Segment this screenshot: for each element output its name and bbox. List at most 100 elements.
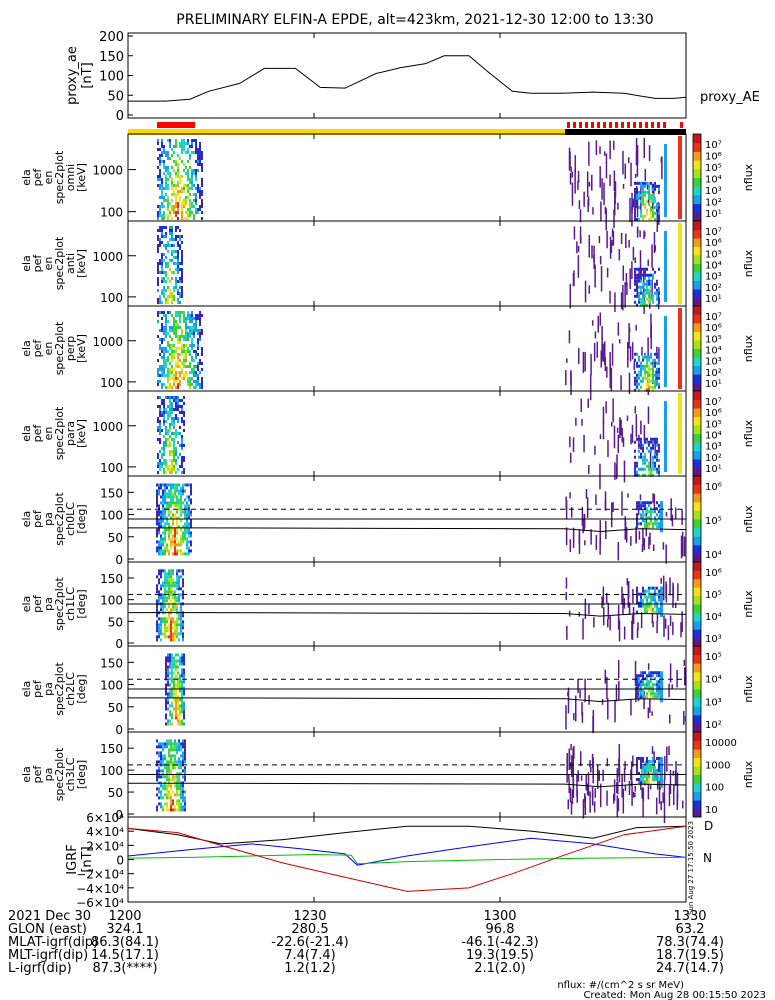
- spectrogram-cell: [642, 449, 644, 453]
- spectrogram-cell: [179, 229, 181, 232]
- spectrogram-cell: [648, 473, 650, 477]
- colorbar-label: nflux: [742, 760, 755, 788]
- spectrogram-cell: [642, 199, 644, 203]
- pitch-angle-cell: [652, 689, 654, 693]
- spectrogram-cell: [167, 298, 169, 301]
- spectrogram-cell: [181, 344, 183, 347]
- spectrogram-cell: [175, 196, 177, 199]
- spectrogram-cell: [189, 145, 191, 148]
- pitch-angle-cell: [156, 519, 158, 523]
- pitch-angle-cell: [640, 612, 643, 629]
- spectrogram-cell: [622, 265, 625, 281]
- pitch-angle-cell: [186, 504, 188, 508]
- pitch-angle-cell: [180, 587, 182, 591]
- spectrogram-cell: [656, 437, 658, 441]
- spectrogram-cell: [157, 311, 159, 314]
- pitch-angle-cell: [638, 689, 640, 693]
- spectrogram-cell: [161, 253, 163, 256]
- spectrogram-cell: [161, 341, 163, 344]
- pitch-angle-cell: [638, 522, 640, 526]
- spectrogram-cell: [650, 214, 652, 218]
- pitch-angle-cell: [164, 552, 166, 556]
- spectrogram-cell: [642, 379, 644, 383]
- spectrogram-cell: [171, 301, 173, 304]
- spectrogram-cell: [163, 417, 165, 420]
- colorbar-segment: [693, 348, 701, 358]
- spectrogram-cell: [201, 380, 203, 383]
- pitch-angle-cell: [648, 686, 650, 690]
- pitch-angle-cell: [183, 656, 185, 660]
- axis-label: pa: [42, 597, 55, 611]
- pitch-angle-cell: [164, 525, 166, 529]
- spectrogram-cell: [185, 356, 187, 359]
- pitch-angle-cell: [182, 796, 184, 800]
- spectrogram-cell: [159, 468, 161, 471]
- pitch-angle-cell: [176, 486, 178, 490]
- pitch-angle-cell: [658, 510, 660, 514]
- pitch-angle-cell: [178, 584, 180, 588]
- pitch-angle-cell: [160, 754, 162, 758]
- pitch-angle-cell: [654, 510, 656, 514]
- colorbar-segment: [693, 510, 701, 520]
- pitch-angle-cell: [166, 626, 168, 630]
- pitch-angle-cell: [178, 543, 180, 547]
- pitch-angle-cell: [170, 510, 172, 514]
- spectrogram-cell: [644, 467, 646, 471]
- pitch-angle-cell: [650, 604, 652, 608]
- spectrogram-cell: [634, 464, 636, 468]
- pitch-angle-cell: [180, 632, 182, 636]
- spectrogram-cell: [167, 301, 169, 304]
- spectrogram-cell: [167, 205, 169, 208]
- spectrogram-cell: [191, 371, 193, 374]
- colorbar-segment: [693, 357, 701, 366]
- spectrogram-cell: [165, 465, 167, 468]
- pitch-angle-cell: [162, 772, 164, 776]
- spectrogram-cell: [658, 376, 660, 380]
- spectrogram-cell: [187, 332, 189, 335]
- pitch-angle-cell: [644, 522, 646, 526]
- spectrogram-cell: [646, 208, 648, 212]
- spectrogram-cell: [161, 374, 163, 377]
- pitch-angle-cell: [164, 483, 166, 487]
- pitch-angle-cell: [170, 629, 172, 633]
- pitch-angle-cell: [656, 680, 658, 684]
- spectrogram-cell: [177, 323, 179, 326]
- pitch-angle-cell: [672, 584, 675, 598]
- spectrogram-cell: [171, 244, 173, 247]
- pitch-angle-cell: [166, 578, 168, 582]
- pitch-angle-cell: [162, 796, 164, 800]
- pitch-angle-cell: [184, 742, 186, 746]
- spectrogram-cell: [163, 459, 165, 462]
- pitch-angle-cell: [636, 501, 638, 505]
- spectrogram-cell: [600, 201, 602, 221]
- spectrogram-cell: [656, 202, 658, 206]
- pitch-angle-cell: [164, 742, 166, 746]
- pitch-angle-cell: [178, 525, 180, 529]
- spectrogram-cell: [161, 235, 163, 238]
- spectrogram-cell: [179, 178, 181, 181]
- y-tick-label: 100: [100, 291, 123, 305]
- y-tick-label: 200: [99, 30, 124, 45]
- spectrogram-cell: [177, 311, 179, 314]
- spectrogram-cell: [654, 358, 656, 362]
- pitch-angle-cell: [162, 552, 164, 556]
- colorbar-segment: [693, 416, 701, 426]
- pitch-angle-cell: [168, 513, 170, 517]
- pitch-angle-cell: [642, 765, 644, 769]
- table-cell: 280.5: [291, 922, 328, 937]
- pitch-angle-cell: [182, 525, 184, 529]
- pitch-angle-cell: [169, 719, 171, 723]
- pitch-angle-cell: [656, 519, 658, 523]
- pitch-angle-cell: [648, 504, 650, 508]
- spectrogram-cell: [181, 175, 183, 178]
- spectrogram-cell: [177, 396, 179, 399]
- pitch-angle-cell: [162, 605, 164, 609]
- spectrogram-cell: [161, 154, 163, 157]
- pitch-angle-cell: [652, 671, 654, 675]
- pitch-angle-cell: [573, 745, 575, 759]
- y-tick-label: 150: [100, 486, 123, 500]
- pitch-angle-cell: [160, 552, 162, 556]
- pitch-angle-cell: [184, 766, 186, 770]
- spectrogram-cell: [171, 326, 173, 329]
- pitch-angle-cell: [644, 774, 646, 778]
